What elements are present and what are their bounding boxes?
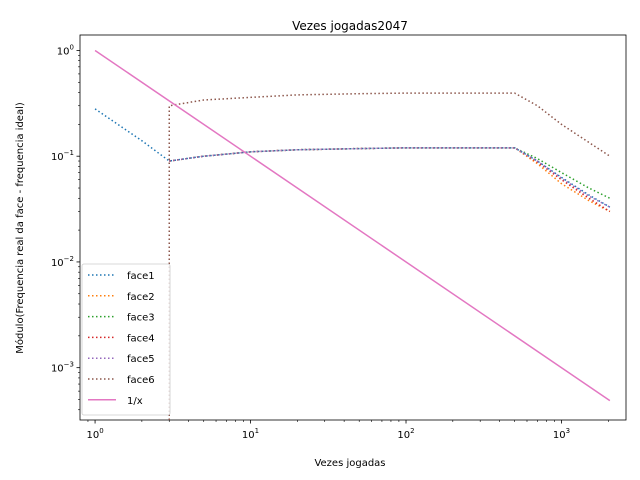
y-tick-label-base: 10 (51, 364, 64, 375)
legend-label: face3 (127, 313, 155, 324)
series-line-1-x (94, 49, 611, 402)
x-tick-label-exponent: 2 (410, 427, 414, 435)
y-tick-label-exponent: −2 (64, 255, 74, 263)
y-tick-label-exponent: −3 (64, 361, 74, 369)
legend: face1 face2 face3 face4 face5 face6 1/x (81, 263, 171, 416)
y-tick-label-exponent: −1 (64, 149, 74, 157)
legend-label: face6 (127, 375, 155, 386)
x-tick-label-base: 10 (86, 430, 99, 441)
legend-label: face5 (127, 354, 155, 365)
x-tick-label: 102 (397, 427, 414, 441)
legend-label: face2 (127, 292, 155, 303)
series-line-face5 (169, 147, 611, 208)
x-tick-label-exponent: 0 (99, 427, 103, 435)
x-tick-label-exponent: 1 (255, 427, 259, 435)
legend-frame (81, 263, 171, 416)
x-tick-label-base: 10 (242, 430, 255, 441)
x-tick-label: 101 (242, 427, 259, 441)
x-axis: 100 101 102 103 (86, 420, 609, 441)
y-tick-label-base: 10 (51, 258, 64, 269)
y-tick-label: 10−2 (51, 255, 74, 269)
legend-label: 1/x (127, 396, 143, 407)
y-tick-label-base: 10 (51, 152, 64, 163)
y-tick-label-exponent: 0 (70, 43, 74, 51)
y-tick-label: 100 (57, 43, 74, 57)
x-tick-label-exponent: 3 (566, 427, 570, 435)
x-tick-label-base: 10 (553, 430, 566, 441)
axes-frame (79, 34, 627, 421)
lines-layer (94, 49, 611, 420)
legend-label: face4 (127, 333, 155, 344)
x-tick-label-base: 10 (397, 430, 410, 441)
legend-items: face1 face2 face3 face4 face5 face6 1/x (88, 271, 155, 407)
y-axis-title: Módulo(Frequencia real da face - frequen… (14, 102, 26, 354)
series-line-face1 (94, 108, 611, 208)
y-tick-label-base: 10 (57, 46, 70, 57)
x-tick-label: 100 (86, 427, 103, 441)
y-tick-label: 10−3 (51, 361, 74, 375)
x-axis-title: Vezes jogadas (314, 458, 385, 469)
y-tick-label: 10−1 (51, 149, 74, 163)
chart-title: Vezes jogadas2047 (292, 19, 408, 33)
x-tick-label: 103 (553, 427, 570, 441)
legend-label: face1 (127, 271, 155, 282)
